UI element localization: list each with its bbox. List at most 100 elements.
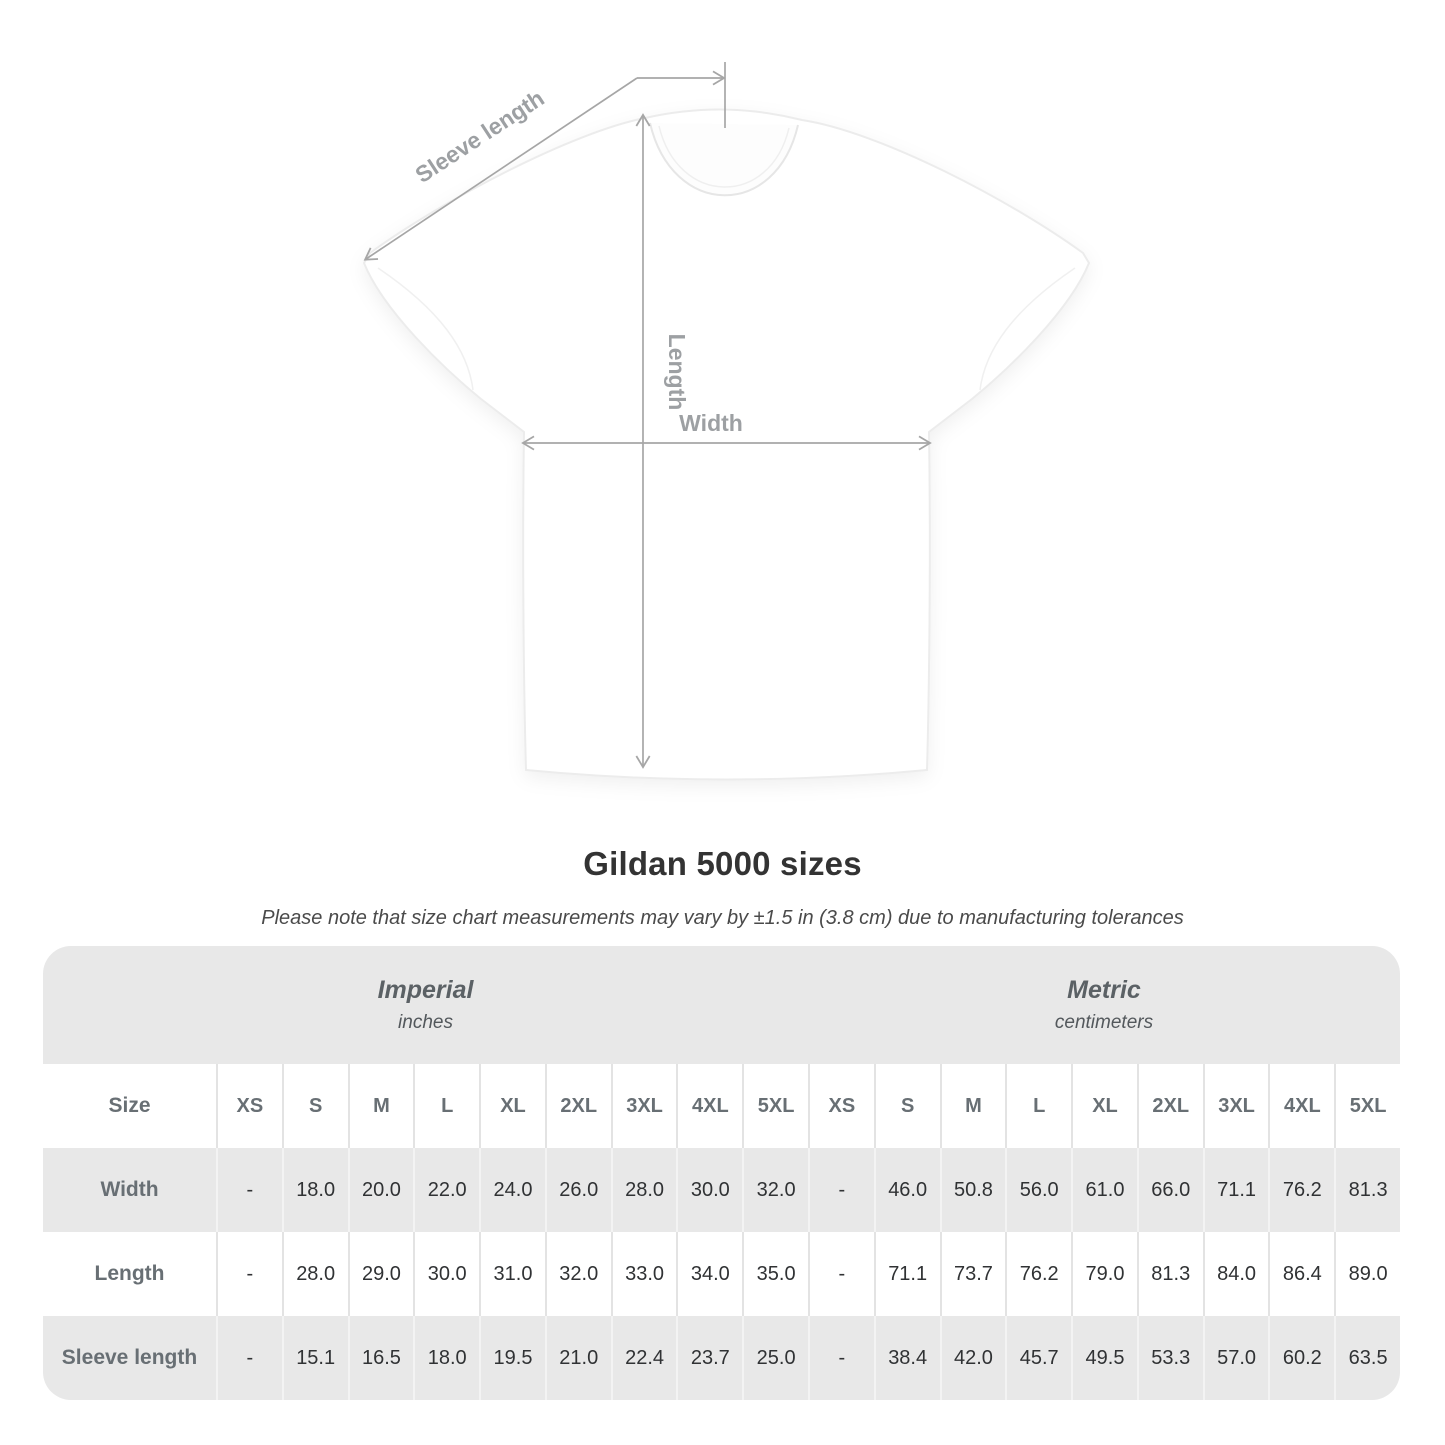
value-cell: 73.7	[939, 1232, 1006, 1316]
value-cell: 45.7	[1005, 1316, 1071, 1400]
size-table-rows: Size XS S M L XL 2XL 3XL 4XL 5XL XS S M L XL 2XL 3XL 4XL 5…	[43, 1064, 1400, 1400]
value-cell: -	[216, 1148, 282, 1232]
value-cell: -	[216, 1232, 282, 1316]
page-subtitle: Please note that size chart measurements…	[261, 907, 1184, 929]
page-title: Gildan 5000 sizes	[583, 845, 862, 882]
size-label-cell: S	[873, 1064, 940, 1148]
value-cell: 30.0	[676, 1148, 742, 1232]
row-label-cell: Length	[94, 1262, 165, 1285]
value-cell: 32.0	[544, 1232, 611, 1316]
value-cell: 15.1	[281, 1316, 348, 1400]
value-cell: -	[808, 1316, 874, 1400]
length-label: Length	[664, 334, 690, 411]
value-cell: 29.0	[347, 1232, 414, 1316]
value-cell: 56.0	[1005, 1148, 1071, 1232]
value-cell: 81.3	[1334, 1148, 1400, 1232]
size-label-cell: 4XL	[1268, 1064, 1334, 1148]
size-label-cell: XS	[808, 1064, 874, 1148]
size-label-cell: 2XL	[1136, 1064, 1203, 1148]
value-cell: 18.0	[281, 1148, 348, 1232]
size-label-cell: 5XL	[1334, 1064, 1400, 1148]
metric-unit: centimeters	[1054, 1012, 1154, 1033]
value-cell: 71.1	[873, 1232, 940, 1316]
value-cell: 60.2	[1268, 1316, 1334, 1400]
collar-opening	[649, 122, 799, 197]
value-cell: 38.4	[873, 1316, 940, 1400]
size-label-cell: 2XL	[544, 1064, 611, 1148]
value-cell: 76.2	[1005, 1232, 1071, 1316]
tshirt-measurement-diagram: Sleeve length Length Width	[362, 62, 1091, 781]
value-cell: 16.5	[347, 1316, 414, 1400]
value-cell: 66.0	[1136, 1148, 1203, 1232]
value-cell: -	[808, 1232, 874, 1316]
size-label-cell: L	[1005, 1064, 1071, 1148]
value-cell: -	[808, 1148, 874, 1232]
value-cell: 61.0	[1071, 1148, 1137, 1232]
value-cell: 79.0	[1071, 1232, 1137, 1316]
value-cell: 26.0	[544, 1148, 611, 1232]
width-label: Width	[679, 410, 743, 436]
table-row: Length -28.0 29.0 30.0 31.0 32.0 33.0 34.0 35.0-…	[43, 1232, 1400, 1316]
tshirt-illustration	[362, 108, 1091, 781]
table-row: Width -18.0 20.0 22.0 24.0 26.0 28.0 30.0 32.0-4…	[43, 1148, 1400, 1232]
value-cell: 33.0	[610, 1232, 677, 1316]
size-label-cell: 4XL	[676, 1064, 742, 1148]
table-header-row: Size XS S M L XL 2XL 3XL 4XL 5XL XS S M L XL 2XL 3XL 4XL 5…	[43, 1064, 1400, 1148]
value-cell: 71.1	[1202, 1148, 1269, 1232]
value-cell: 46.0	[873, 1148, 940, 1232]
value-cell: 53.3	[1136, 1316, 1203, 1400]
measurement-arrows	[363, 62, 932, 769]
value-cell: 21.0	[544, 1316, 611, 1400]
size-label-cell: L	[413, 1064, 479, 1148]
unit-system-header-band: Imperial inches Metric centimeters	[43, 946, 1400, 1064]
size-label-cell: XS	[216, 1064, 282, 1148]
size-label-cell: M	[347, 1064, 414, 1148]
value-cell: 76.2	[1268, 1148, 1334, 1232]
value-cell: 19.5	[479, 1316, 545, 1400]
imperial-label: Imperial	[377, 976, 474, 1004]
imperial-unit: inches	[398, 1012, 453, 1033]
value-cell: 25.0	[742, 1316, 808, 1400]
size-label-cell: 3XL	[1202, 1064, 1269, 1148]
metric-label: Metric	[1067, 976, 1141, 1004]
value-cell: 84.0	[1202, 1232, 1269, 1316]
value-cell: 31.0	[479, 1232, 545, 1316]
value-cell: 18.0	[413, 1316, 479, 1400]
size-label-cell: M	[939, 1064, 1006, 1148]
row-label-cell: Width	[100, 1178, 159, 1201]
value-cell: 57.0	[1202, 1316, 1269, 1400]
value-cell: 34.0	[676, 1232, 742, 1316]
value-cell: 22.0	[413, 1148, 479, 1232]
value-cell: 28.0	[610, 1148, 677, 1232]
value-cell: 50.8	[939, 1148, 1006, 1232]
value-cell: 30.0	[413, 1232, 479, 1316]
sleeve-length-arrow	[363, 77, 638, 261]
value-cell: 86.4	[1268, 1232, 1334, 1316]
size-label-cell: XL	[1071, 1064, 1137, 1148]
value-cell: 35.0	[742, 1232, 808, 1316]
metric-section-header: Metric centimeters	[808, 946, 1400, 1064]
value-cell: 20.0	[347, 1148, 414, 1232]
size-label-cell: XL	[479, 1064, 545, 1148]
size-label-cell: 3XL	[610, 1064, 677, 1148]
value-cell: 23.7	[676, 1316, 742, 1400]
imperial-section-header: Imperial inches	[43, 946, 808, 1064]
size-label-cell: 5XL	[742, 1064, 808, 1148]
value-cell: 22.4	[610, 1316, 677, 1400]
size-label-cell: S	[281, 1064, 348, 1148]
table-row: Sleeve length -15.1 16.5 18.0 19.5 21.0 22.4 23…	[43, 1316, 1400, 1400]
size-header-cell: Size	[108, 1094, 151, 1117]
row-label-cell: Sleeve length	[61, 1346, 198, 1369]
value-cell: 24.0	[479, 1148, 545, 1232]
size-table-panel: Imperial inches Metric centimeters Size X…	[43, 946, 1400, 1400]
value-cell: -	[216, 1316, 282, 1400]
value-cell: 63.5	[1334, 1316, 1400, 1400]
value-cell: 81.3	[1136, 1232, 1203, 1316]
value-cell: 42.0	[939, 1316, 1006, 1400]
value-cell: 49.5	[1071, 1316, 1137, 1400]
value-cell: 32.0	[742, 1148, 808, 1232]
value-cell: 89.0	[1334, 1232, 1400, 1316]
value-cell: 28.0	[281, 1232, 348, 1316]
collar-seam	[658, 125, 790, 188]
